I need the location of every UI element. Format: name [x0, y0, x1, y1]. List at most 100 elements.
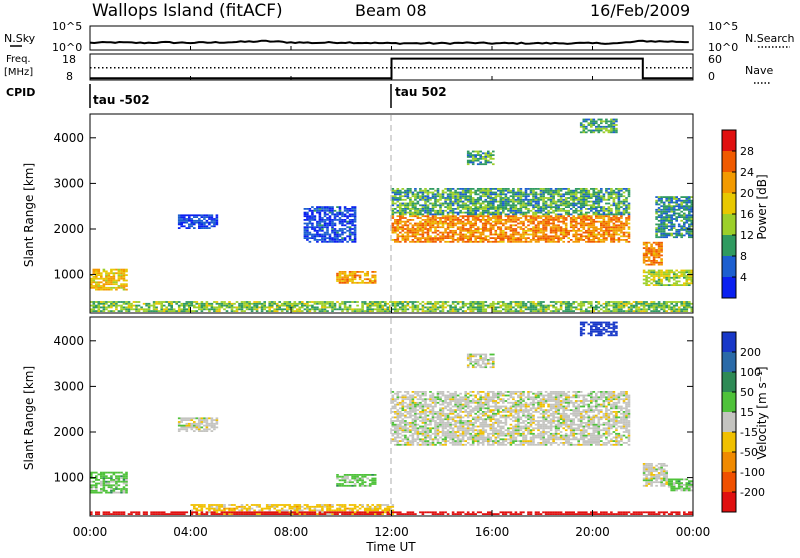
- data-cell: [663, 196, 666, 198]
- data-cell: [663, 202, 666, 204]
- data-cell: [588, 195, 591, 197]
- data-cell: [371, 483, 374, 485]
- data-cell: [309, 308, 312, 310]
- data-cell: [492, 192, 495, 194]
- data-cell: [201, 419, 204, 421]
- data-cell: [650, 262, 653, 264]
- data-cell: [105, 477, 108, 479]
- data-cell: [535, 197, 538, 199]
- data-cell: [610, 197, 613, 199]
- data-cell: [417, 193, 420, 195]
- data-cell: [590, 195, 593, 197]
- data-cell: [628, 217, 631, 219]
- data-cell: [334, 217, 337, 219]
- data-cell: [670, 307, 673, 309]
- data-cell: [537, 241, 540, 243]
- data-cell: [535, 310, 538, 312]
- data-cell: [527, 241, 530, 243]
- data-cell: [150, 310, 153, 312]
- data-cell: [432, 217, 435, 219]
- data-cell: [354, 230, 357, 232]
- data-cell: [304, 226, 307, 228]
- data-cell: [650, 271, 653, 273]
- data-cell: [505, 237, 508, 239]
- data-cell: [439, 221, 442, 223]
- data-cell: [660, 200, 663, 202]
- data-cell: [351, 206, 354, 208]
- data-cell: [590, 197, 593, 199]
- data-cell: [113, 305, 116, 307]
- data-cell: [459, 199, 462, 201]
- data-cell: [336, 212, 339, 214]
- data-cell: [683, 205, 686, 207]
- data-cell: [346, 241, 349, 243]
- data-cell: [497, 206, 500, 208]
- data-cell: [630, 305, 633, 307]
- data-cell: [402, 210, 405, 212]
- data-cell: [180, 417, 183, 419]
- data-cell: [394, 308, 397, 310]
- data-cell: [580, 190, 583, 192]
- data-cell: [625, 199, 628, 201]
- data-cell: [570, 239, 573, 241]
- data-cell: [93, 281, 96, 283]
- data-cell: [105, 301, 108, 303]
- data-cell: [625, 201, 628, 203]
- data-cell: [680, 229, 683, 231]
- data-cell: [653, 307, 656, 309]
- data-cell: [437, 201, 440, 203]
- data-cell: [407, 427, 410, 429]
- data-cell: [608, 224, 611, 226]
- data-cell: [183, 425, 186, 427]
- data-cell: [686, 233, 689, 235]
- data-cell: [545, 204, 548, 206]
- data-cell: [655, 262, 658, 264]
- data-cell: [663, 227, 666, 229]
- data-cell: [555, 237, 558, 239]
- nsearch-tick-top: 10^5: [708, 20, 738, 33]
- data-cell: [552, 305, 555, 307]
- data-cell: [344, 228, 347, 230]
- data-cell: [404, 208, 407, 210]
- data-cell: [527, 221, 530, 223]
- data-cell: [653, 262, 656, 264]
- data-cell: [213, 428, 216, 430]
- data-cell: [374, 483, 377, 485]
- data-cell: [467, 308, 470, 310]
- data-cell: [417, 195, 420, 197]
- data-cell: [392, 402, 395, 404]
- data-cell: [598, 119, 601, 121]
- data-cell: [570, 305, 573, 307]
- data-cell: [474, 208, 477, 210]
- data-cell: [560, 214, 563, 216]
- data-cell: [492, 224, 495, 226]
- data-cell: [206, 425, 209, 427]
- data-cell: [542, 221, 545, 223]
- data-cell: [512, 301, 515, 303]
- data-cell: [572, 303, 575, 305]
- data-cell: [427, 193, 430, 195]
- data-cell: [635, 303, 638, 305]
- data-cell: [590, 119, 593, 121]
- data-cell: [477, 203, 480, 205]
- data-cell: [467, 201, 470, 203]
- data-cell: [655, 244, 658, 246]
- data-cell: [110, 488, 113, 490]
- data-cell: [585, 131, 588, 133]
- data-cell: [658, 255, 661, 257]
- data-cell: [108, 281, 111, 283]
- data-cell: [341, 282, 344, 284]
- data-cell: [613, 307, 616, 309]
- data-cell: [620, 212, 623, 214]
- data-cell: [583, 223, 586, 225]
- data-cell: [487, 204, 490, 206]
- data-cell: [686, 200, 689, 202]
- data-cell: [502, 230, 505, 232]
- data-cell: [206, 307, 209, 309]
- data-cell: [680, 196, 683, 198]
- data-cell: [485, 237, 488, 239]
- data-cell: [397, 393, 400, 395]
- data-cell: [490, 226, 493, 228]
- data-cell: [329, 237, 332, 239]
- data-cell: [615, 121, 618, 123]
